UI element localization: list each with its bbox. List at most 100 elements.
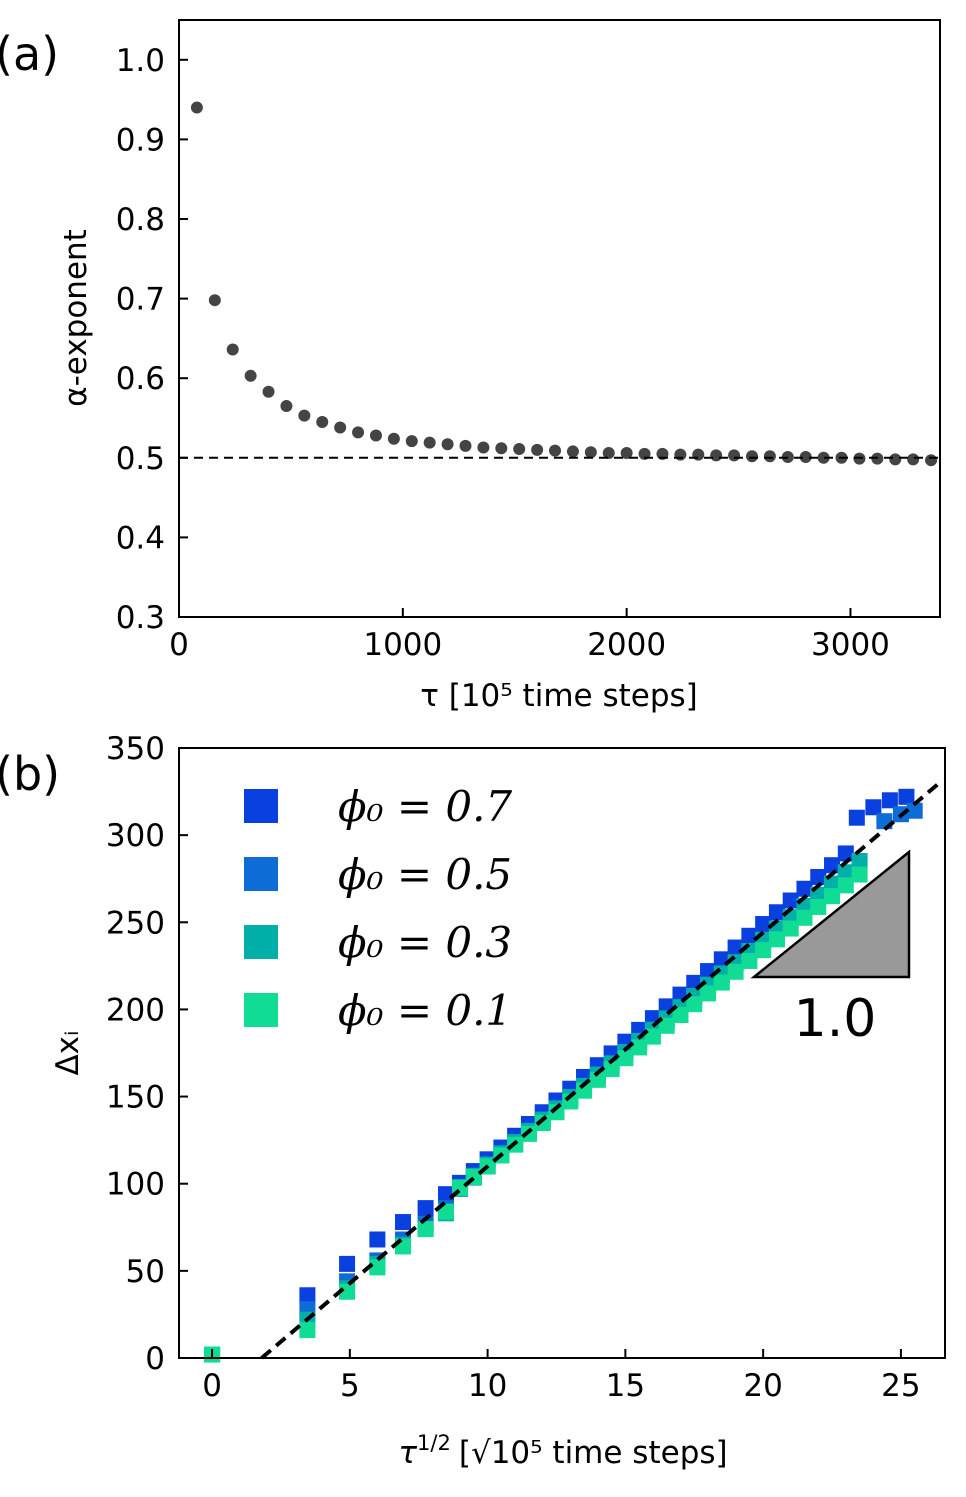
panel-a-ylabel: α-exponent [58,229,94,407]
panel-b-point [672,1007,689,1024]
panel-b-xlabel-sup: 1/2 [417,1431,451,1455]
panel-b-ytick-label: 0 [145,1341,165,1377]
panel-b-point [644,1028,661,1045]
panel-a-ytick-label: 1.0 [116,43,165,79]
panel-b-point [796,880,813,897]
panel-a-point [799,451,812,464]
panel-a-point [280,400,293,413]
panel-b-point [865,799,882,816]
panel-a-xtick-label: 2000 [587,627,666,663]
panel-a-ytick-label: 0.8 [116,202,165,238]
panel-a-xtick-label: 3000 [811,627,890,663]
panel-b-point [534,1115,551,1132]
panel-b-point [851,866,868,883]
panel-a-point [369,429,382,442]
panel-b-point [824,857,841,874]
panel-a-frame [178,19,941,618]
panel-a-ytick-label: 0.5 [116,441,165,477]
legend-label: ϕ₀ = 0.3 [338,918,512,967]
panel-b-point [768,931,785,948]
panel-a-point [190,101,203,114]
panel-a-point [566,445,579,458]
panel-a-point [441,438,454,451]
panel-a-point [352,426,365,439]
panel-a-point [549,444,562,457]
panel-b-point [299,1322,316,1339]
panel-b-point [417,1200,434,1217]
panel-a-ytick-label: 0.4 [116,520,165,556]
panel-b-point [741,952,758,969]
panel-a-point [208,294,221,307]
panel-b-point [906,802,923,819]
panel-b-point [369,1259,386,1276]
panel-b-ytick-label: 300 [106,818,165,854]
panel-b-xlabel-rest: [√10⁵ time steps] [459,1435,728,1471]
panel-a-point [692,448,705,461]
panel-a-xtick-label: 0 [169,627,189,663]
panel-b-point [437,1186,454,1203]
panel-b-point [339,1255,356,1272]
legend-label: ϕ₀ = 0.7 [338,782,512,831]
panel-b-ytick-label: 250 [106,905,165,941]
panel-b-point [589,1071,606,1088]
panel-a-xtick-label: 1000 [363,627,442,663]
panel-a-point [674,448,687,461]
panel-a-point [298,409,311,422]
panel-a-point [889,453,902,466]
panel-b-point [837,877,854,894]
panel-b-legend: ϕ₀ = 0.7 ϕ₀ = 0.5 ϕ₀ = 0.3 ϕ₀ = 0.1 [244,782,512,1035]
panel-a-point [513,443,526,456]
panel-a-points [190,101,938,467]
panel-a-point [584,446,597,459]
legend-swatch [244,993,278,1027]
panel-b-ytick-label: 150 [106,1080,165,1116]
panel-b: (b) 1.0 0 5 10 15 20 25 0 50 100 150 200 250 300 350… [0,731,946,1471]
panel-b-label: (b) [0,747,60,801]
panel-a-point [763,450,776,463]
legend-label: ϕ₀ = 0.5 [338,850,512,899]
panel-a: (a) 0 1000 2000 3000 0.3 0.4 0.5 0.6 0.7 0.8 0.9 1… [0,19,941,714]
panel-b-point [898,788,915,805]
panel-a-point [477,441,490,454]
panel-a-yticks: 0.3 0.4 0.5 0.6 0.7 0.8 0.9 1.0 [116,43,188,636]
panel-b-point [810,868,827,885]
panel-a-ytick-label: 0.7 [116,282,165,318]
panel-b-ytick-label: 100 [106,1167,165,1203]
slope-triangle [750,849,911,979]
panel-a-point [620,447,633,460]
panel-a-point [387,432,400,445]
panel-a-point [907,453,920,466]
panel-b-point [796,909,813,926]
panel-a-point [262,385,275,398]
panel-b-point [851,853,868,870]
panel-b-xticks: 0 5 10 15 20 25 [202,1349,921,1404]
panel-b-point [741,927,758,944]
panel-b-point [824,888,841,905]
panel-b-point [848,809,865,826]
panel-b-point [417,1221,434,1238]
panel-b-point [768,904,785,921]
panel-b-point [713,974,730,991]
panel-b-xtick-label: 20 [743,1368,782,1404]
panel-b-xlabel-main: τ [398,1435,417,1471]
panel-a-point [602,447,615,460]
panel-b-point [617,1050,634,1067]
panel-b-point [727,963,744,980]
panel-a-ytick-label: 0.3 [116,600,165,636]
legend-label: ϕ₀ = 0.1 [338,986,512,1035]
panel-a-point [423,436,436,449]
panel-a-point [495,442,508,455]
panel-a-ytick-label: 0.9 [116,122,165,158]
panel-b-ytick-label: 200 [106,992,165,1028]
panel-a-point [531,443,544,456]
panel-b-point [548,1104,565,1121]
panel-b-point [631,1039,648,1056]
panel-b-point [520,1125,537,1142]
panel-b-xtick-label: 25 [881,1368,920,1404]
panel-b-ytick-label: 350 [106,731,165,767]
legend-swatch [244,789,278,823]
panel-b-ylabel: Δxᵢ [50,1030,86,1075]
panel-b-point [782,892,799,909]
panel-b-point [603,1061,620,1078]
